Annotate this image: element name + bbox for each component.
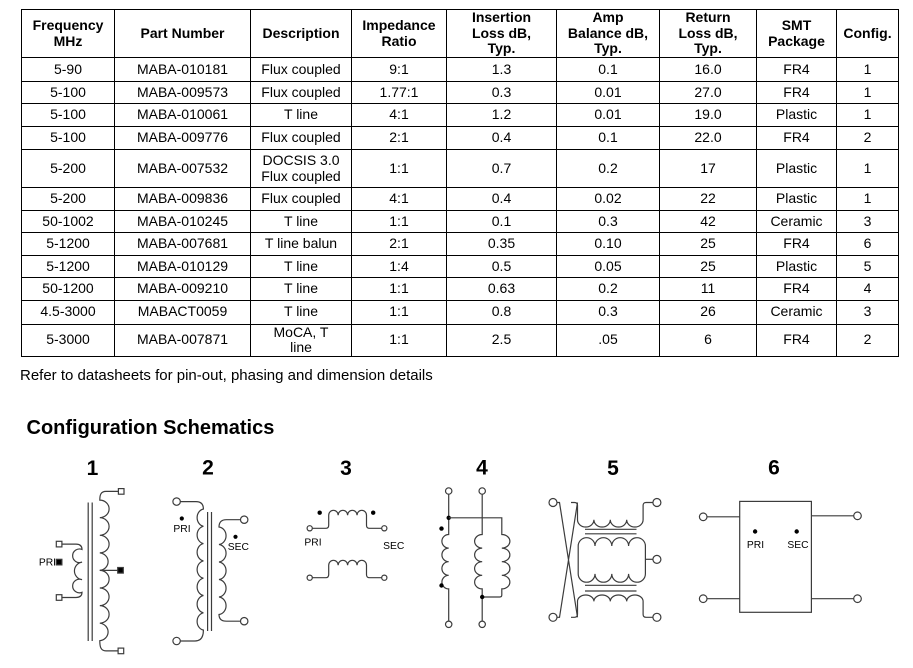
svg-text:SEC: SEC	[228, 542, 250, 553]
svg-text:6: 6	[768, 457, 780, 480]
svg-text:PRI: PRI	[747, 540, 764, 551]
svg-text:4: 4	[476, 457, 488, 480]
svg-text:SEC: SEC	[383, 541, 405, 552]
svg-text:3: 3	[340, 457, 352, 480]
svg-text:2: 2	[202, 457, 214, 480]
svg-text:1: 1	[87, 457, 99, 480]
svg-text:5: 5	[607, 457, 619, 480]
svg-text:PRI: PRI	[39, 558, 56, 569]
svg-text:PRI: PRI	[304, 538, 321, 549]
svg-text:SEC: SEC	[787, 540, 809, 551]
svg-text:PRI: PRI	[173, 524, 190, 535]
